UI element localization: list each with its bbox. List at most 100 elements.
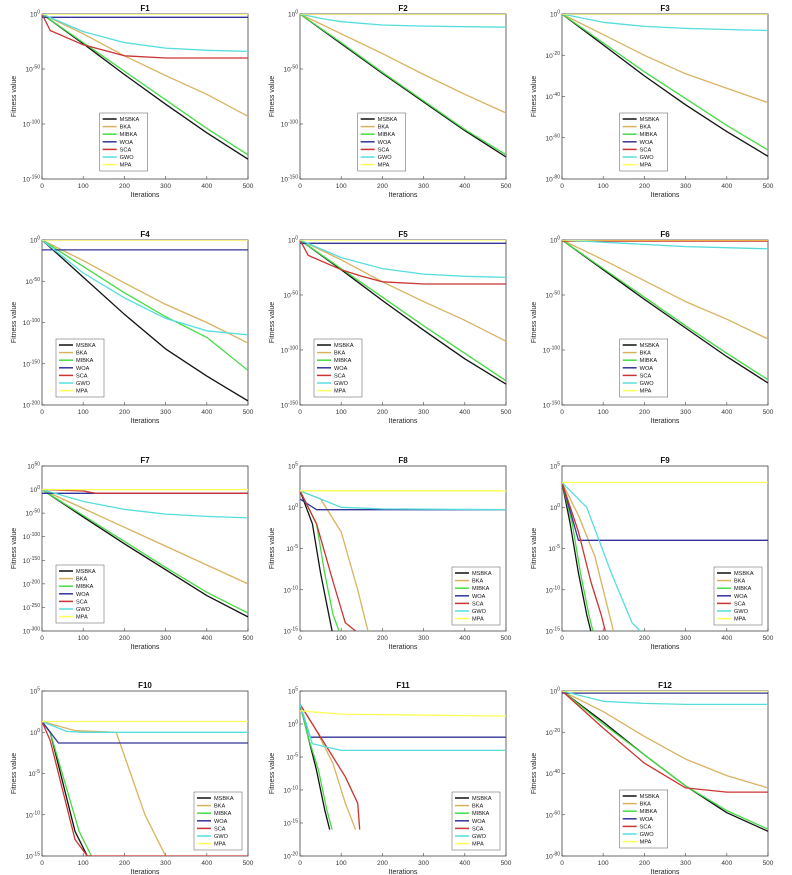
x-tick-label: 200: [119, 409, 130, 416]
series-group: [300, 490, 506, 631]
legend-label-mpa: MPA: [378, 163, 390, 169]
series-line-msbka: [562, 482, 592, 631]
y-tick-label: 100: [288, 720, 298, 729]
y-tick-label: 10-150: [23, 359, 40, 368]
legend-label-sca: SCA: [640, 824, 652, 830]
legend-label-mibka: MIBKA: [472, 586, 490, 592]
series-line-sca: [562, 482, 606, 631]
series-line-gwo: [562, 482, 641, 631]
series-line-bka: [562, 691, 768, 789]
series-line-gwo: [562, 14, 768, 32]
y-tick-label: 10-40: [546, 92, 561, 101]
legend-label-msbka: MSBKA: [472, 796, 492, 802]
legend-label-mibka: MIBKA: [472, 811, 490, 817]
legend-label-msbka: MSBKA: [640, 794, 660, 800]
series-group: [562, 14, 768, 157]
y-tick-label: 100: [30, 485, 40, 494]
y-tick-label: 10-10: [284, 786, 299, 795]
x-tick-label: 500: [763, 860, 774, 867]
legend-label-mibka: MIBKA: [640, 132, 658, 138]
legend-label-sca: SCA: [120, 147, 132, 153]
y-axis-label: Fitness value: [269, 302, 276, 343]
x-tick-label: 400: [459, 409, 470, 416]
legend-label-mibka: MIBKA: [378, 132, 396, 138]
x-tick-label: 200: [377, 860, 388, 867]
legend-label-mpa: MPA: [640, 163, 652, 169]
y-axis-label: Fitness value: [531, 528, 538, 569]
series-line-sca: [562, 691, 768, 793]
series-line-gwo: [42, 14, 248, 53]
legend-label-bka: BKA: [640, 351, 651, 357]
x-axis-label: Iterations: [389, 418, 418, 425]
series-line-mibka: [42, 14, 248, 156]
x-tick-label: 200: [639, 860, 650, 867]
y-tick-label: 10-15: [26, 852, 41, 861]
y-tick-label: 10-300: [23, 627, 40, 636]
legend-label-woa: WOA: [734, 594, 748, 600]
series-line-bka: [42, 14, 248, 117]
chart-title: F8: [398, 456, 408, 465]
y-tick-label: 100: [550, 687, 560, 696]
y-tick-label: 10-80: [546, 175, 561, 184]
y-tick-label: 10-5: [28, 769, 40, 778]
y-tick-label: 10-80: [546, 852, 561, 861]
series-line-mpa: [300, 710, 506, 717]
x-tick-label: 0: [40, 409, 44, 416]
legend-label-bka: BKA: [734, 579, 745, 585]
y-tick-label: 10-50: [284, 65, 299, 74]
series-line-msbka: [562, 14, 768, 157]
x-tick-label: 500: [501, 183, 512, 190]
series-line-sca: [42, 721, 248, 856]
legend-label-mpa: MPA: [214, 842, 226, 848]
chart-f10: F10 0 100 200 300 400 500 10-15 10-10 10-5 100 105 I…: [11, 681, 254, 875]
x-tick-label: 500: [763, 635, 774, 642]
y-tick-label: 10-50: [284, 291, 299, 300]
y-tick-label: 100: [550, 10, 560, 19]
y-tick-label: 100: [30, 728, 40, 737]
x-axis-label: Iterations: [131, 869, 160, 875]
x-tick-label: 400: [201, 183, 212, 190]
y-tick-label: 10-150: [543, 401, 560, 410]
x-tick-label: 100: [336, 860, 347, 867]
series-group: [300, 14, 506, 158]
series-line-bka: [562, 240, 768, 340]
series-line-bka: [42, 489, 248, 585]
y-tick-label: 10-5: [548, 544, 560, 553]
x-tick-label: 500: [763, 183, 774, 190]
legend-label-msbka: MSBKA: [734, 571, 754, 577]
legend-label-woa: WOA: [640, 817, 654, 823]
x-tick-label: 100: [598, 635, 609, 642]
y-tick-label: 10-250: [23, 603, 40, 612]
chart-f2: F2 0 100 200 300 400 500 10-150 10-100 10-50 100 It…: [269, 4, 512, 199]
series-line-mibka: [562, 691, 768, 830]
y-tick-label: 10-150: [23, 175, 40, 184]
x-tick-label: 400: [201, 860, 212, 867]
legend-label-mibka: MIBKA: [214, 811, 232, 817]
x-tick-label: 100: [336, 635, 347, 642]
x-tick-label: 200: [119, 860, 130, 867]
x-tick-label: 300: [418, 409, 429, 416]
y-tick-label: 10-100: [281, 120, 298, 129]
x-tick-label: 300: [680, 409, 691, 416]
legend-label-sca: SCA: [472, 826, 484, 832]
x-axis-label: Iterations: [651, 644, 680, 651]
x-tick-label: 500: [763, 409, 774, 416]
x-axis-label: Iterations: [131, 418, 160, 425]
x-axis-label: Iterations: [131, 192, 160, 199]
x-tick-label: 100: [78, 635, 89, 642]
legend-label-bka: BKA: [120, 125, 131, 131]
x-axis-label: Iterations: [131, 644, 160, 651]
x-tick-label: 500: [243, 409, 254, 416]
legend-label-mpa: MPA: [472, 617, 484, 623]
series-line-mibka: [300, 14, 506, 156]
y-tick-label: 105: [30, 687, 40, 696]
y-tick-label: 10-150: [23, 556, 40, 565]
legend-label-bka: BKA: [378, 125, 389, 131]
series-line-mibka: [562, 14, 768, 151]
legend-label-woa: WOA: [472, 594, 486, 600]
series-line-bka: [300, 14, 506, 114]
legend-label-mpa: MPA: [640, 389, 652, 395]
